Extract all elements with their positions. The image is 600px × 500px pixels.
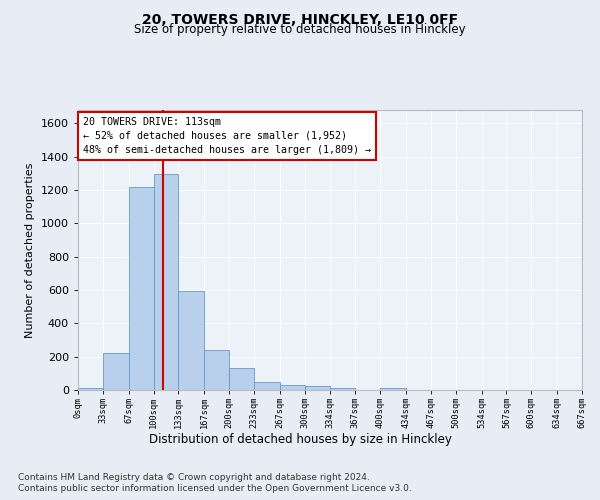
Text: 20 TOWERS DRIVE: 113sqm
← 52% of detached houses are smaller (1,952)
48% of semi: 20 TOWERS DRIVE: 113sqm ← 52% of detache… — [83, 117, 371, 155]
Text: Contains public sector information licensed under the Open Government Licence v3: Contains public sector information licen… — [18, 484, 412, 493]
Text: Distribution of detached houses by size in Hinckley: Distribution of detached houses by size … — [149, 432, 451, 446]
Bar — [305, 386, 331, 390]
Text: Contains HM Land Registry data © Crown copyright and database right 2024.: Contains HM Land Registry data © Crown c… — [18, 472, 370, 482]
Bar — [78, 388, 103, 390]
Bar — [254, 382, 280, 390]
Bar — [154, 174, 178, 390]
Bar — [229, 368, 254, 390]
Bar — [331, 388, 355, 390]
Bar — [280, 385, 305, 390]
Bar — [178, 291, 204, 390]
Bar — [103, 354, 128, 390]
Y-axis label: Number of detached properties: Number of detached properties — [25, 162, 35, 338]
Bar — [128, 186, 154, 390]
Text: 20, TOWERS DRIVE, HINCKLEY, LE10 0FF: 20, TOWERS DRIVE, HINCKLEY, LE10 0FF — [142, 12, 458, 26]
Bar — [380, 388, 406, 390]
Text: Size of property relative to detached houses in Hinckley: Size of property relative to detached ho… — [134, 22, 466, 36]
Bar — [204, 350, 229, 390]
